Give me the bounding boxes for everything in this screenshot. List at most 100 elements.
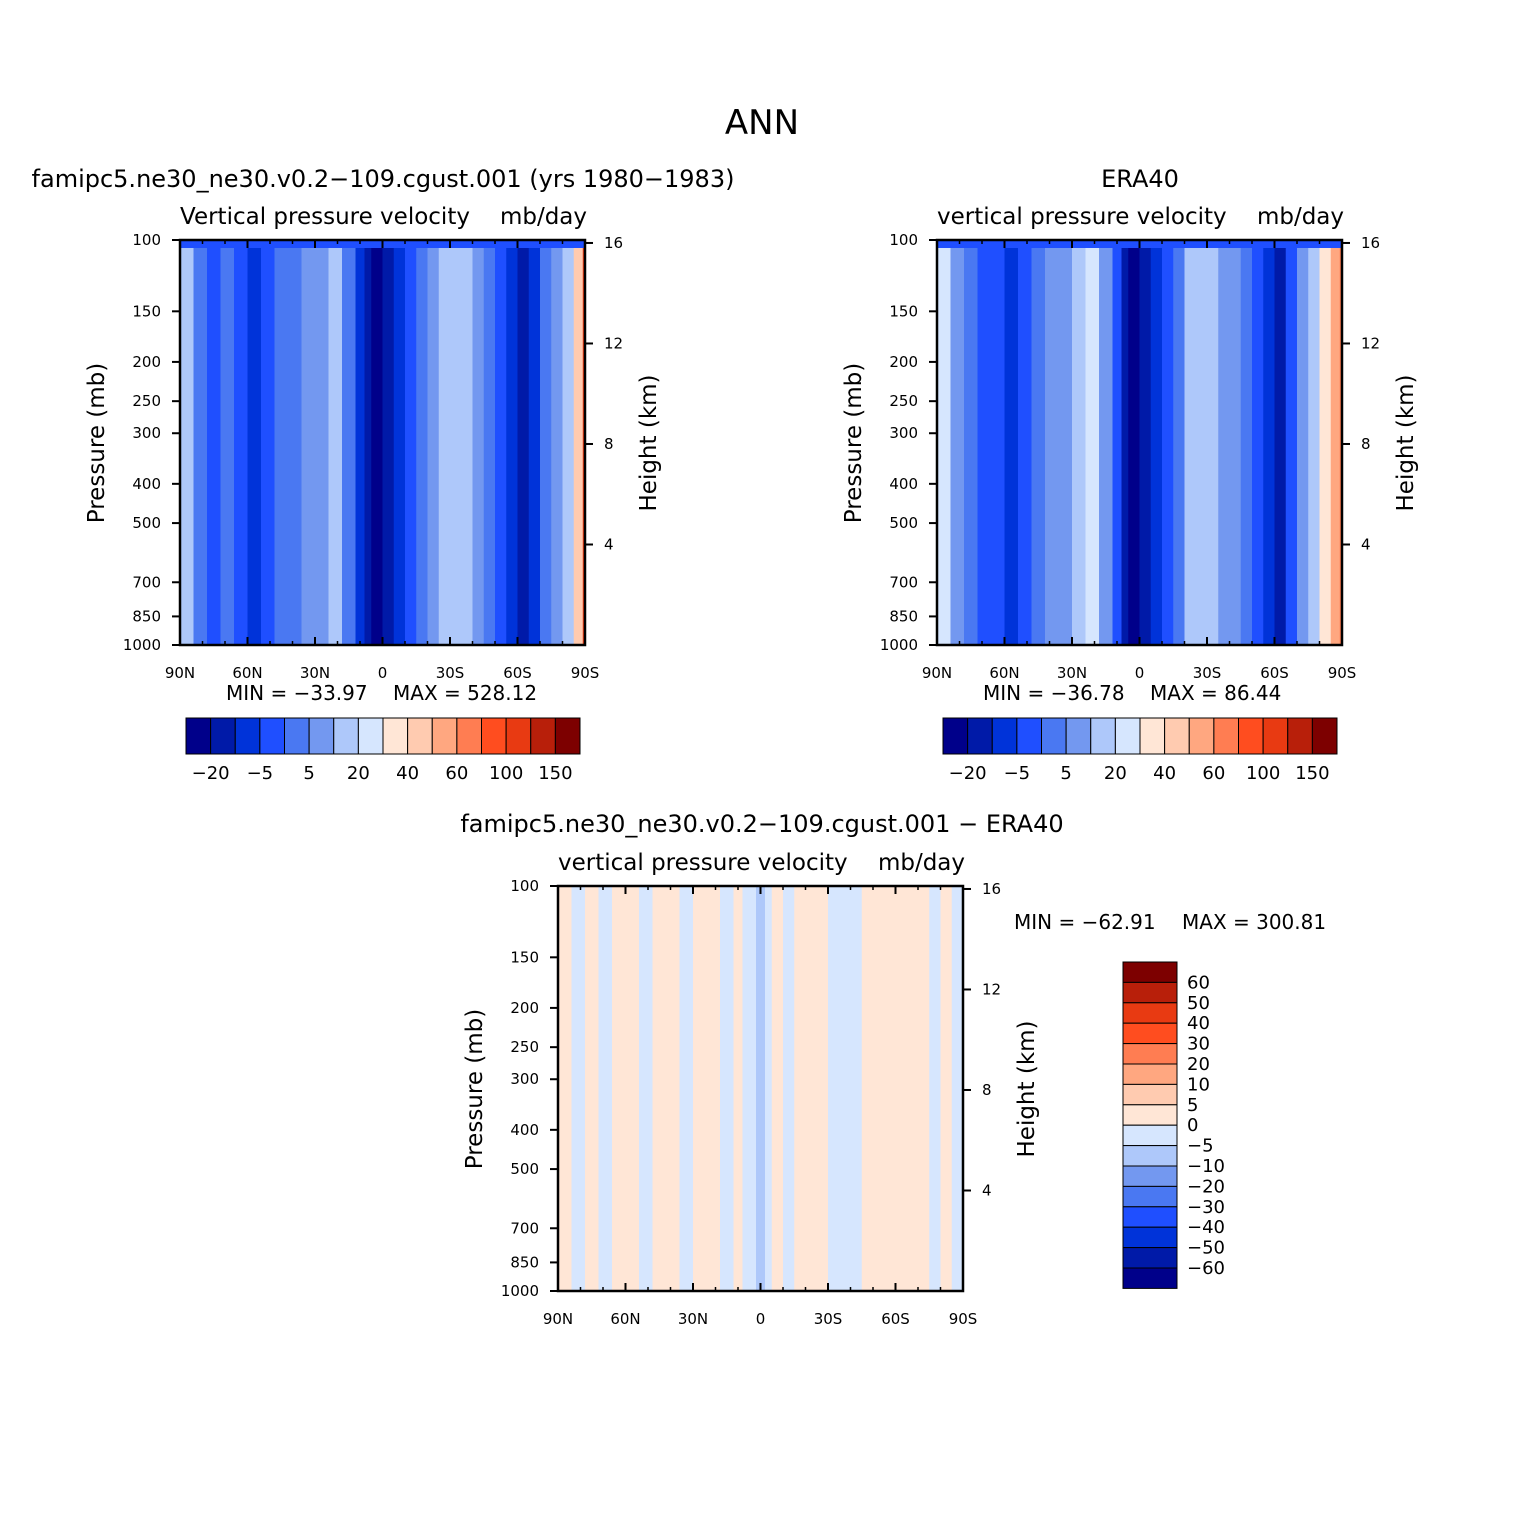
figure-title: ANN (725, 103, 799, 143)
y-tick-label: 250 (132, 392, 161, 410)
x-tick-label: 0 (1135, 664, 1145, 682)
x-tick-label: 60S (1260, 664, 1289, 682)
colorbar-box (991, 717, 1018, 755)
x-tick-label: 90S (571, 664, 600, 682)
contour-band (558, 886, 572, 1291)
y-tick-label: 500 (510, 1160, 539, 1178)
panel-diff-subtitle-right: mb/day (878, 850, 965, 876)
colorbar-box (1122, 1267, 1178, 1289)
contour-band (1031, 248, 1046, 645)
y-tick-label: 400 (889, 475, 918, 493)
contour-band (749, 886, 757, 1291)
colorbar-label: 60 (1187, 972, 1210, 993)
contour-band (765, 886, 773, 1291)
colorbar-box (505, 717, 532, 755)
contour-band (506, 248, 518, 645)
contour-band (180, 248, 194, 645)
colorbar-box (1262, 717, 1289, 755)
panel-obs-max: MAX = 86.44 (1150, 681, 1281, 705)
colorbar-box (357, 717, 384, 755)
contour-band (472, 248, 485, 645)
contour-band (342, 248, 356, 645)
contour-band (371, 248, 383, 645)
colorbar-box (1188, 717, 1215, 755)
contour-band (929, 886, 941, 1291)
y-tick-label: 400 (132, 475, 161, 493)
contour-band (416, 248, 428, 645)
x-tick-label: 30N (678, 1310, 708, 1328)
colorbar-label: 10 (1187, 1074, 1210, 1095)
panel-model-title: famipc5.ne30_ne30.v0.2−109.cgust.001 (yr… (32, 165, 735, 193)
y-tick-label: 200 (132, 353, 161, 371)
contour-band (288, 248, 302, 645)
colorbar-label: 100 (489, 763, 523, 784)
x-tick-label: 30N (300, 664, 330, 682)
colorbar-label: 40 (1187, 1013, 1210, 1034)
contour-band (540, 248, 552, 645)
contour-band (1252, 248, 1264, 645)
panel-model-min: MIN = −33.97 (226, 681, 368, 705)
contour-band (1308, 248, 1320, 645)
contour-band (951, 886, 964, 1291)
contour-band (405, 248, 417, 645)
x-tick-label: 60S (881, 1310, 910, 1328)
colorbar-box (259, 717, 285, 755)
colorbar-box (185, 717, 212, 755)
colorbar-box (967, 717, 993, 755)
contour-band (720, 886, 734, 1291)
y-right-tick-label: 4 (604, 535, 614, 553)
panel-diff-ylabel-right: Height (km) (1014, 1020, 1040, 1157)
colorbar-box (1164, 717, 1190, 755)
x-tick-label: 90N (922, 664, 952, 682)
contour-band (884, 886, 896, 1291)
y-right-tick-label: 16 (604, 234, 623, 252)
contour-band (1195, 248, 1208, 645)
contour-band (247, 248, 262, 645)
colorbar-label: 40 (396, 763, 419, 784)
contour-band (1330, 248, 1341, 645)
panel-obs-min: MIN = −36.78 (983, 681, 1125, 705)
contour-band (1319, 248, 1332, 645)
y-right-tick-label: 8 (604, 435, 614, 453)
colorbar-box (1122, 1043, 1178, 1065)
contour-band (839, 886, 851, 1291)
y-tick-label: 100 (510, 877, 539, 895)
y-tick-label: 300 (132, 424, 161, 442)
contour-band (1229, 248, 1242, 645)
colorbar-box (382, 717, 409, 755)
colorbar-box (1122, 1145, 1178, 1167)
contour-band (652, 886, 667, 1291)
contour-band (805, 886, 818, 1291)
contour-band (301, 248, 316, 645)
colorbar-box (407, 717, 433, 755)
y-right-tick-label: 8 (982, 1081, 992, 1099)
colorbar-label: −10 (1187, 1156, 1225, 1177)
colorbar-box (942, 717, 969, 755)
contour-band (1263, 248, 1275, 645)
colorbar-label: 30 (1187, 1034, 1210, 1055)
colorbar-box (1016, 717, 1042, 755)
y-right-tick-label: 16 (982, 880, 1001, 898)
y-tick-label: 250 (889, 392, 918, 410)
contour-band (828, 886, 840, 1291)
contour-band (1112, 248, 1122, 645)
contour-band (1004, 248, 1019, 645)
contour-band (1285, 248, 1298, 645)
panel-model-colorbar: −20 −5 5 20 40 60 100 150 (185, 717, 581, 784)
colorbar-box (1122, 1063, 1178, 1085)
colorbar-label: 150 (1295, 763, 1329, 784)
x-tick-label: 60N (232, 664, 262, 682)
colorbar-box (1311, 717, 1338, 755)
y-tick-label: 300 (510, 1070, 539, 1088)
contour-band (483, 248, 496, 645)
colorbar-label: 50 (1187, 993, 1210, 1014)
contour-band (495, 248, 507, 645)
contour-band (1184, 248, 1197, 645)
contour-band (1274, 248, 1287, 645)
y-tick-label: 150 (510, 948, 539, 966)
contour-band (918, 886, 930, 1291)
contour-band (193, 248, 208, 645)
panel-model-plot: 90N 60N 30N 0 30S 60S 90S 100 150 200 250 300 400 500… (123, 231, 623, 682)
contour-band (666, 886, 680, 1291)
